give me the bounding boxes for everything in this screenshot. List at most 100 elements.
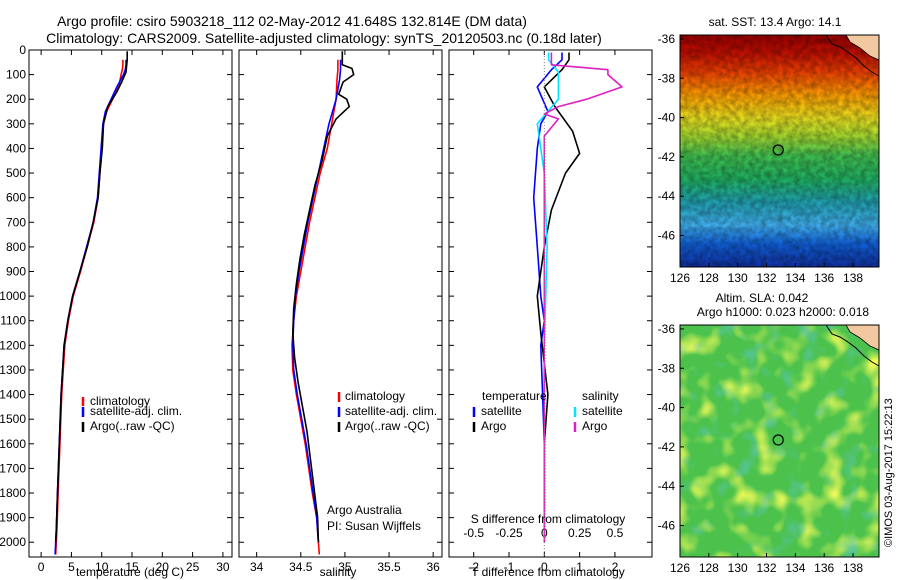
- x-tick-label: 15: [125, 560, 139, 574]
- sla-coastline: [825, 324, 880, 367]
- x-tick-label: 35.5: [377, 560, 401, 574]
- y-tick-label: 1700: [0, 461, 26, 475]
- sla-map-panel: Altim. SLA: 0.042 Argo h1000: 0.023 h200…: [658, 291, 880, 575]
- temperature-axes-frame: [28, 49, 233, 558]
- legend-label-sal-argo: Argo: [582, 419, 608, 433]
- map-y-tick-label: -44: [658, 189, 676, 203]
- x-top-tick-label: -0.25: [495, 526, 523, 540]
- x-top-tick-label: -0.5: [463, 526, 484, 540]
- y-tick-label: 300: [6, 117, 26, 131]
- x-tick-label: 30: [216, 560, 230, 574]
- y-tick-label: 2000: [0, 535, 26, 549]
- series-line-argo-raw-qc-: [54, 51, 128, 543]
- legend-title-temperature: temperature: [482, 389, 547, 403]
- y-tick-label: 1000: [0, 289, 26, 303]
- map-y-tick-label: -38: [658, 361, 676, 375]
- legend-label-sal-satellite: satellite: [582, 404, 623, 418]
- map-y-tick-label: -36: [658, 322, 676, 336]
- sla-map-frame: [679, 324, 880, 558]
- legend-label-argo: Argo(..raw -QC): [345, 419, 430, 433]
- legend-title-salinity: salinity: [582, 389, 619, 403]
- sla-map-title-line1: Altim. SLA: 0.042: [716, 291, 809, 305]
- temperature-ticks: 0100200300400500600700800900100011001200…: [0, 43, 232, 574]
- sla-lows: [680, 325, 879, 557]
- y-tick-label: 1900: [0, 511, 26, 525]
- x-tick-label: 25: [186, 560, 200, 574]
- y-tick-label: 600: [6, 191, 26, 205]
- map-x-tick-label: 136: [814, 561, 834, 575]
- difference-series: [532, 50, 623, 557]
- y-tick-label: 100: [6, 68, 26, 82]
- difference-axes-frame: [448, 49, 653, 558]
- map-y-tick-label: -42: [658, 150, 676, 164]
- series-line-satellite-adj-clim-: [291, 59, 342, 543]
- map-x-tick-label: 128: [699, 561, 719, 575]
- x-tick-label: 35: [338, 560, 352, 574]
- salinity-legend: climatology satellite-adj. clim. Argo(..…: [337, 389, 437, 433]
- map-x-tick-label: 136: [814, 271, 834, 285]
- map-x-tick-label: 126: [670, 561, 690, 575]
- legend-label-climatology: climatology: [90, 394, 150, 408]
- sst-map-title: sat. SST: 13.4 Argo: 14.1: [709, 15, 842, 29]
- x-tick-label: 1: [576, 560, 583, 574]
- map-x-tick-label: 138: [843, 271, 863, 285]
- x-tick-label: 34: [250, 560, 264, 574]
- map-y-tick-label: -40: [658, 401, 676, 415]
- difference-xlabel: T difference from climatology: [471, 565, 625, 579]
- sst-argo-location-marker: [772, 144, 784, 156]
- legend-label-temp-satellite: satellite: [481, 404, 522, 418]
- sst-map-panel: sat. SST: 13.4 Argo: 14.1 126 128 130 132 13…: [658, 15, 880, 285]
- legend-label-temp-argo: Argo: [481, 419, 507, 433]
- x-tick-label: 2: [612, 560, 619, 574]
- map-x-tick-label: 130: [728, 271, 748, 285]
- y-tick-label: 1600: [0, 437, 26, 451]
- difference-legend: temperature salinity satellite Argo sate…: [472, 389, 623, 433]
- y-tick-label: 1200: [0, 338, 26, 352]
- map-x-tick-label: 128: [699, 271, 719, 285]
- salinity-xlabel: salinity: [320, 565, 357, 579]
- x-tick-label: 0: [38, 560, 45, 574]
- legend-label-satellite: satellite-adj. clim.: [345, 404, 437, 418]
- difference-xlabel-top: S difference from climatology: [471, 512, 626, 526]
- map-y-tick-label: -42: [658, 440, 676, 454]
- pi-label: PI: Susan Wijffels: [327, 519, 421, 533]
- legend-label-argo: Argo(..raw -QC): [90, 419, 175, 433]
- map-y-tick-label: -46: [658, 519, 676, 533]
- map-x-tick-label: 132: [757, 271, 777, 285]
- sst-map-frame: [679, 34, 880, 268]
- map-x-tick-label: 132: [757, 561, 777, 575]
- temperature-series: [54, 51, 128, 555]
- temperature-xlabel: temperature (deg C): [76, 565, 184, 579]
- temperature-legend: climatology satellite-adj. clim. Argo(..…: [81, 394, 182, 433]
- series-line-climatology: [291, 59, 339, 555]
- map-x-tick-label: 126: [670, 271, 690, 285]
- sla-map-ticks: 126 128 130 132 134 136 138 -36 -38 -40 -42 -44 -46: [658, 322, 864, 575]
- imos-credit: ©IMOS 03-Aug-2017 15:22:13: [883, 398, 895, 547]
- salinity-panel: 34 34.5 35 35.5 36 salinity climatology sate…: [238, 49, 443, 579]
- map-y-tick-label: -38: [658, 71, 676, 85]
- x-top-tick-label: 0.25: [568, 526, 592, 540]
- y-tick-label: 800: [6, 240, 26, 254]
- x-tick-label: 0: [541, 560, 548, 574]
- x-tick-label: 5: [68, 560, 75, 574]
- legend-label-climatology: climatology: [345, 389, 405, 403]
- y-tick-label: 0: [19, 43, 26, 57]
- x-tick-label: 36: [426, 560, 440, 574]
- series-line-argo: [536, 52, 581, 543]
- map-y-tick-label: -46: [658, 229, 676, 243]
- series-line-satellite-adj-clim-: [54, 59, 127, 555]
- x-top-tick-label: 0.5: [607, 526, 624, 540]
- y-tick-label: 900: [6, 265, 26, 279]
- sst-texture: [680, 35, 879, 267]
- sla-argo-location-marker: [772, 434, 784, 446]
- series-line-argo: [543, 52, 623, 543]
- x-tick-label: -1: [504, 560, 515, 574]
- y-tick-label: 1500: [0, 412, 26, 426]
- y-tick-label: 500: [6, 166, 26, 180]
- x-tick-label: 34.5: [289, 560, 313, 574]
- y-tick-label: 1300: [0, 363, 26, 377]
- map-x-tick-label: 138: [843, 561, 863, 575]
- sla-map-title-line2: Argo h1000: 0.023 h2000: 0.018: [697, 305, 869, 319]
